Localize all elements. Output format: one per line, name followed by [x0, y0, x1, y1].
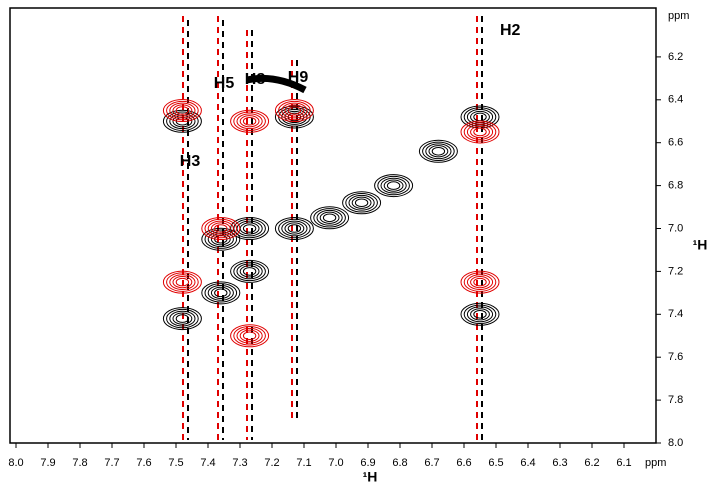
x-tick-label: 7.0: [328, 457, 343, 469]
cross-peak: [230, 324, 270, 348]
x-tick-label: 7.6: [136, 457, 151, 469]
x-tick-label: 7.1: [296, 457, 311, 469]
x-tick-label: 7.5: [168, 457, 183, 469]
cross-peak: [418, 139, 458, 163]
cross-peak: [274, 217, 314, 240]
cross-peak: [460, 270, 500, 294]
x-tick-label: 7.4: [200, 457, 215, 469]
y-tick-label: 6.8: [668, 180, 683, 192]
y-tick-label: 8.0: [668, 437, 683, 449]
x-tick-label: 7.8: [72, 457, 87, 469]
y-tick-label: 7.2: [668, 265, 683, 277]
x-tick-label: 8.0: [8, 457, 23, 469]
peak-label: H2: [500, 22, 521, 39]
x-tick-label: 7.2: [264, 457, 279, 469]
connector: [246, 74, 307, 94]
cross-peak: [460, 120, 500, 144]
x-tick-label: 6.5: [488, 457, 503, 469]
cross-peak: [310, 206, 350, 230]
peak-label: H3: [180, 153, 201, 170]
x-tick-label: 6.6: [456, 457, 471, 469]
cross-peak: [342, 191, 382, 215]
x-tick-label: 7.9: [40, 457, 55, 469]
cross-peak: [162, 270, 202, 294]
y-tick-label: 7.8: [668, 394, 683, 406]
x-tick-label: 7.3: [232, 457, 247, 469]
peak-label: H5: [214, 75, 235, 92]
cross-peak: [374, 174, 414, 198]
cross-peak: [460, 302, 500, 326]
x-tick-label: 6.4: [520, 457, 535, 469]
cross-peak: [162, 307, 202, 331]
cross-peak: [162, 99, 202, 122]
cross-peak: [274, 99, 314, 122]
cross-peak: [230, 109, 270, 133]
y-tick-label: 7.6: [668, 351, 683, 363]
x-tick-label: 6.2: [584, 457, 599, 469]
cross-peak: [460, 105, 500, 129]
x-tick-label: 6.1: [616, 457, 631, 469]
y-tick-label: 7.0: [668, 222, 683, 234]
x-axis-label: ¹H: [363, 469, 378, 485]
y-axis-label: ¹H: [693, 237, 708, 253]
y-tick-label: 6.6: [668, 137, 683, 149]
y-tick-label: 6.2: [668, 51, 683, 63]
y-unit: ppm: [668, 10, 689, 22]
x-tick-label: 6.8: [392, 457, 407, 469]
cross-peak: [201, 281, 241, 305]
plot-frame: [9, 7, 657, 444]
peak-label: H8: [245, 71, 266, 88]
cross-peak: [230, 217, 270, 240]
x-tick-label: 6.7: [424, 457, 439, 469]
cross-peak: [201, 217, 241, 240]
x-tick-label: 7.7: [104, 457, 119, 469]
cross-peak: [274, 105, 314, 129]
x-tick-label: 6.9: [360, 457, 375, 469]
x-unit: ppm: [645, 457, 666, 469]
y-tick-label: 7.4: [668, 308, 683, 320]
y-tick-label: 6.4: [668, 94, 683, 106]
cross-peak: [230, 259, 270, 283]
peak-label: H9: [288, 69, 309, 86]
x-tick-label: 6.3: [552, 457, 567, 469]
